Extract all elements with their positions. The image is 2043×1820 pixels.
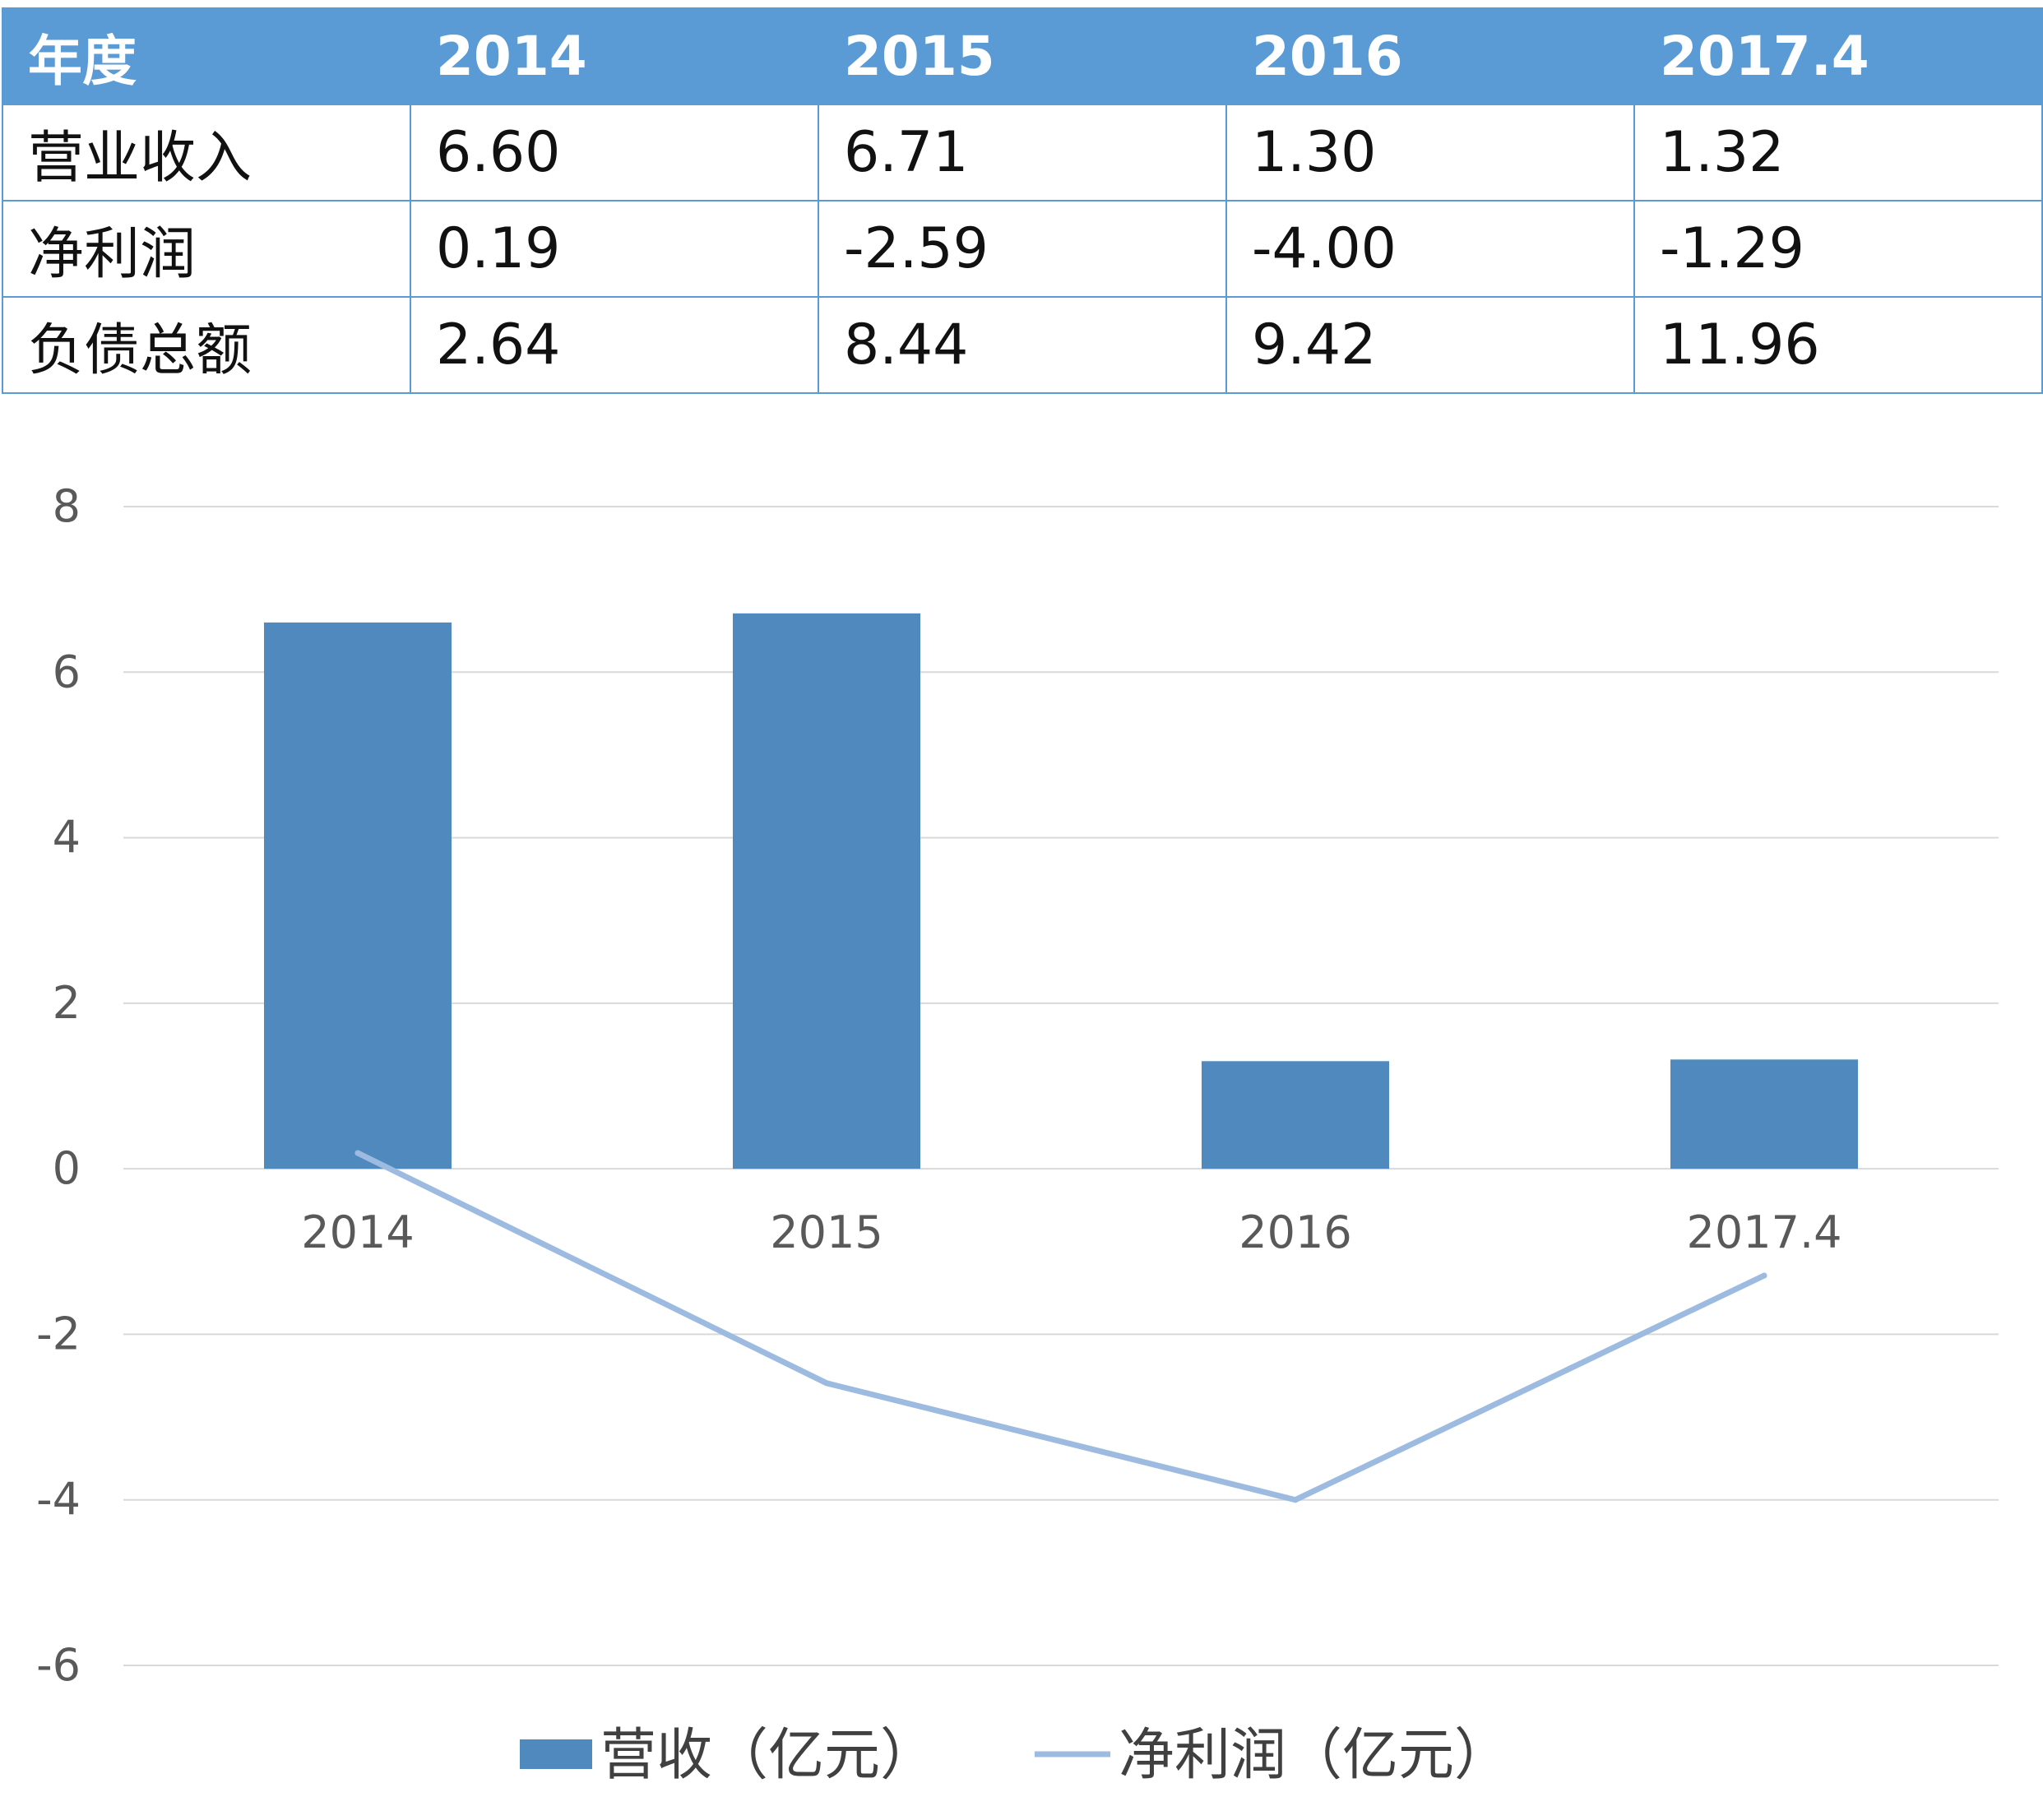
revenue-bar <box>1670 1059 1858 1169</box>
table-cell: -1.29 <box>1633 200 2043 298</box>
x-tick-label: 2016 <box>1239 1206 1351 1258</box>
table-row: 营业收入 6.60 6.71 1.30 1.32 <box>2 104 2043 201</box>
data-table: 年度 2014 2015 2016 2017.4 营业收入 6.60 6.71 … <box>2 7 2043 394</box>
y-tick-label: -2 <box>36 1308 81 1359</box>
table-header-cell: 年度 <box>2 7 411 105</box>
revenue-bar <box>733 613 920 1169</box>
y-tick-label: 8 <box>53 480 81 532</box>
table-cell: -2.59 <box>818 200 1227 298</box>
table-cell: 0.19 <box>410 200 819 298</box>
y-tick-label: 4 <box>53 812 81 864</box>
axes: 8 6 4 2 0 -2 -4 -6 2014 2015 2016 2017.4 <box>36 480 1841 1691</box>
table-cell: 11.96 <box>1633 296 2043 394</box>
net-profit-line <box>354 1150 1767 1503</box>
table-header-row: 年度 2014 2015 2016 2017.4 <box>2 7 2043 105</box>
y-tick-label: -6 <box>36 1639 81 1691</box>
table-header-cell: 2016 <box>1225 7 1635 105</box>
x-tick-label: 2017.4 <box>1687 1206 1842 1258</box>
table-header-cell: 2017.4 <box>1633 7 2043 105</box>
net-profit-point <box>1761 1272 1767 1279</box>
x-tick-label: 2014 <box>301 1206 414 1258</box>
table-cell: 8.44 <box>818 296 1227 394</box>
table-header-cell: 2015 <box>818 7 1227 105</box>
table-cell: 1.32 <box>1633 104 2043 201</box>
revenue-bar <box>1202 1061 1389 1169</box>
table-cell: 9.42 <box>1225 296 1635 394</box>
legend: 营收（亿元） 净利润（亿元） <box>520 1723 1510 1788</box>
net-profit-line-path <box>354 1150 1767 1503</box>
x-tick-label: 2015 <box>770 1206 883 1258</box>
net-profit-point <box>1292 1497 1299 1503</box>
y-tick-label: -4 <box>36 1474 81 1526</box>
table-cell: 6.60 <box>410 104 819 201</box>
row-label-total-liabilities: 负债总额 <box>2 296 411 394</box>
y-tick-label: 0 <box>53 1142 81 1194</box>
table-row: 负债总额 2.64 8.44 9.42 11.96 <box>2 296 2043 394</box>
revenue-bar <box>264 622 452 1169</box>
table-row: 净利润 0.19 -2.59 -4.00 -1.29 <box>2 200 2043 298</box>
row-label-net-profit: 净利润 <box>2 200 411 298</box>
net-profit-point <box>354 1150 361 1156</box>
y-tick-label: 6 <box>53 646 81 697</box>
y-tick-label: 2 <box>53 977 81 1029</box>
row-label-revenue: 营业收入 <box>2 104 411 201</box>
table-header-cell: 2014 <box>410 7 819 105</box>
table-cell: 6.71 <box>818 104 1227 201</box>
table-cell: 2.64 <box>410 296 819 394</box>
net-profit-point <box>823 1380 830 1387</box>
legend-label-net-profit: 净利润（亿元） <box>1119 1723 1510 1788</box>
table-cell: -4.00 <box>1225 200 1635 298</box>
table-cell: 1.30 <box>1225 104 1635 201</box>
legend-label-revenue: 营收（亿元） <box>600 1723 936 1788</box>
revenue-bars <box>264 613 1858 1169</box>
legend-swatch-revenue <box>520 1739 592 1769</box>
